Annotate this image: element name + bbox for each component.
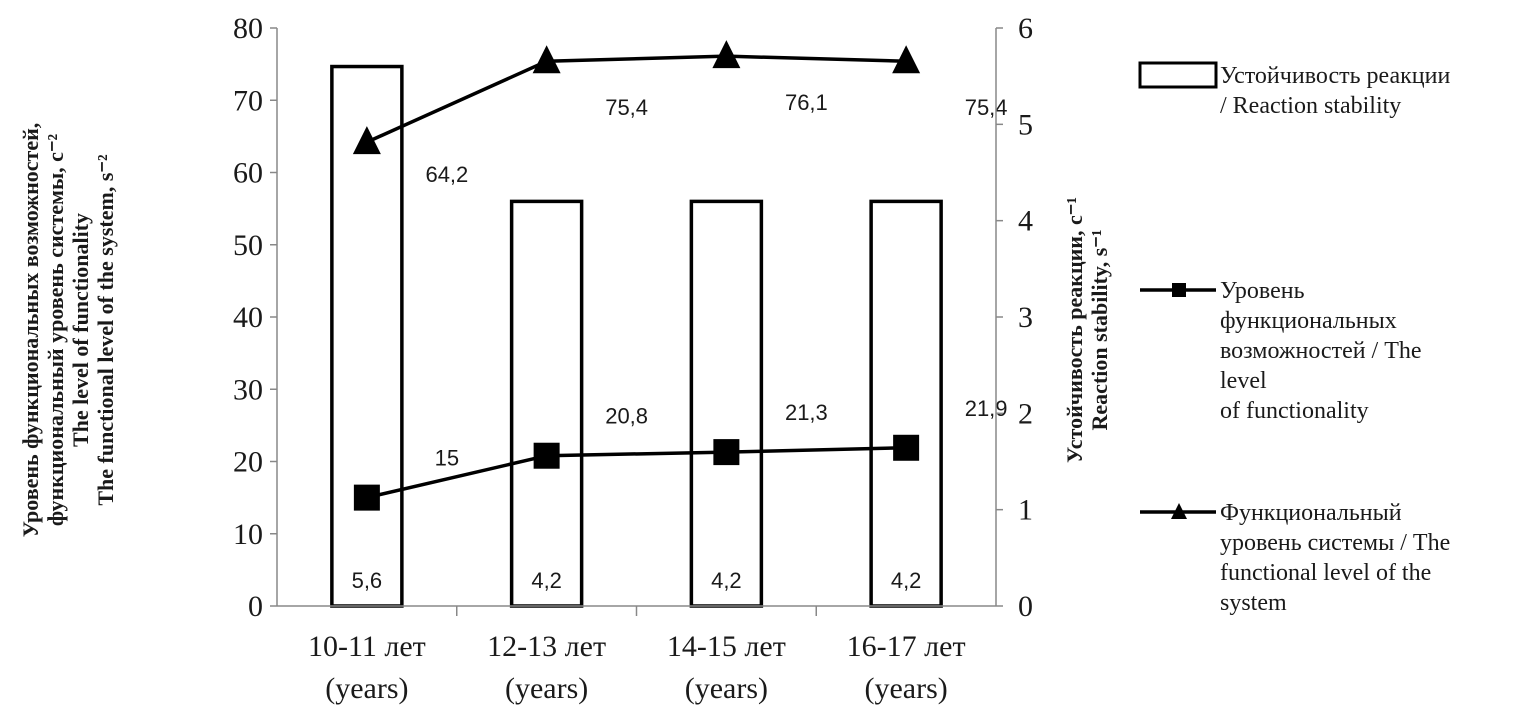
right-axis-title-line: Reaction stability, s⁻¹ [1087, 230, 1112, 431]
legend: Устойчивость реакции / Reaction stability… [1138, 61, 1450, 616]
legend-label-line: level [1220, 368, 1267, 394]
point-data-label: 15 [435, 446, 459, 471]
left-axis-title-line: The level of functionality [68, 213, 93, 447]
legend-label-line: Уровень [1220, 278, 1305, 304]
left-tick-label: 60 [233, 157, 263, 190]
left-axis: 0 10 20 30 40 50 60 70 80 Уровень функциональных … [18, 12, 278, 623]
bar-data-label: 4,2 [531, 568, 562, 593]
triangle-point [352, 126, 381, 155]
bar-data-label: 5,6 [352, 568, 383, 593]
x-tick-label: 12-13 лет [487, 630, 606, 663]
left-axis-title-line: функциональный уровень системы, с⁻² [43, 133, 68, 526]
left-axis-title-line: The functional level of the system, s⁻² [93, 154, 118, 506]
legend-label-line: уровень системы / The [1220, 530, 1450, 556]
point-data-label: 76,1 [785, 90, 828, 115]
left-tick-label: 0 [248, 590, 263, 623]
legend-label-line: Функциональный [1220, 500, 1402, 526]
legend-label: Функциональный уровень системы / The funct… [1220, 500, 1450, 616]
legend-bar-swatch [1138, 61, 1218, 89]
bar [869, 199, 943, 608]
left-axis-title-line: Уровень функциональных возможностей, [18, 123, 43, 538]
legend-label-line: system [1220, 590, 1287, 616]
x-tick-label-sub: (years) [505, 672, 588, 705]
right-axis-title-line: Устойчивость реакции, с⁻¹ [1062, 197, 1087, 463]
bar [330, 64, 404, 608]
legend-square-marker [1172, 283, 1186, 297]
x-tick-label: 14-15 лет [667, 630, 786, 663]
triangle-point [532, 45, 561, 74]
series-line [366, 54, 907, 144]
x-tick-label-sub: (years) [685, 672, 768, 705]
right-tick-label: 6 [1018, 12, 1033, 45]
bar-data-label: 4,2 [711, 568, 742, 593]
legend-label: Устойчивость реакции / Reaction stability [1220, 63, 1450, 119]
legend-label-line: of functionality [1220, 398, 1369, 424]
left-axis-title: Уровень функциональных возможностей,функ… [18, 123, 118, 538]
right-tick-label: 1 [1018, 494, 1033, 527]
square-point [893, 434, 920, 461]
right-axis: 0 1 2 3 4 5 6 Устойчивость реакции, с⁻¹Reaction… [995, 12, 1112, 623]
point-data-label: 64,2 [425, 162, 468, 187]
left-tick-label: 30 [233, 373, 263, 406]
plot-area: 5,6 4,2 4,2 4,2 15 20,8 21,3 21,9 64,2 75,4 76,1 75… [330, 40, 1008, 608]
square-point [533, 442, 560, 469]
left-tick-label: 70 [233, 84, 263, 117]
triangle-point [892, 45, 921, 74]
point-data-label: 20,8 [605, 404, 648, 429]
x-tick-label-sub: (years) [325, 672, 408, 705]
triangle-point [712, 40, 741, 69]
bar-data-label: 4,2 [891, 568, 922, 593]
x-tick-label-sub: (years) [864, 672, 947, 705]
x-axis: 10-11 лет (years) 12-13 лет (years) 14-15 ле… [277, 605, 996, 705]
right-tick-label: 3 [1018, 301, 1033, 334]
left-tick-label: 50 [233, 229, 263, 262]
point-data-label: 75,4 [965, 95, 1008, 120]
point-data-label: 21,3 [785, 400, 828, 425]
right-axis-title: Устойчивость реакции, с⁻¹Reaction stabil… [1062, 197, 1112, 463]
right-tick-label: 4 [1018, 205, 1033, 238]
legend-label-line: функциональных [1220, 308, 1397, 334]
point-data-label: 21,9 [965, 396, 1008, 421]
series-line [366, 446, 907, 500]
legend-label-line: возможностей / The [1220, 338, 1422, 364]
left-tick-label: 80 [233, 12, 263, 45]
square-point [353, 484, 380, 511]
right-tick-label: 0 [1018, 590, 1033, 623]
legend-label-line: / Reaction stability [1220, 93, 1401, 119]
bar [689, 199, 764, 608]
legend-label: Уровень функциональных возможностей / The l… [1220, 278, 1422, 424]
x-tick-label: 16-17 лет [847, 630, 966, 663]
point-data-label: 75,4 [605, 95, 648, 120]
left-tick-label: 40 [233, 301, 263, 334]
x-tick-label: 10-11 лет [308, 630, 426, 663]
legend-label-line: functional level of the [1220, 560, 1431, 586]
right-tick-label: 2 [1018, 397, 1033, 430]
left-tick-label: 10 [233, 518, 263, 551]
bar [509, 199, 584, 608]
right-tick-label: 5 [1018, 108, 1033, 141]
left-tick-label: 20 [233, 446, 263, 479]
legend-triangle-marker [1171, 503, 1187, 519]
square-point [713, 439, 740, 466]
legend-label-line: Устойчивость реакции [1220, 63, 1450, 89]
